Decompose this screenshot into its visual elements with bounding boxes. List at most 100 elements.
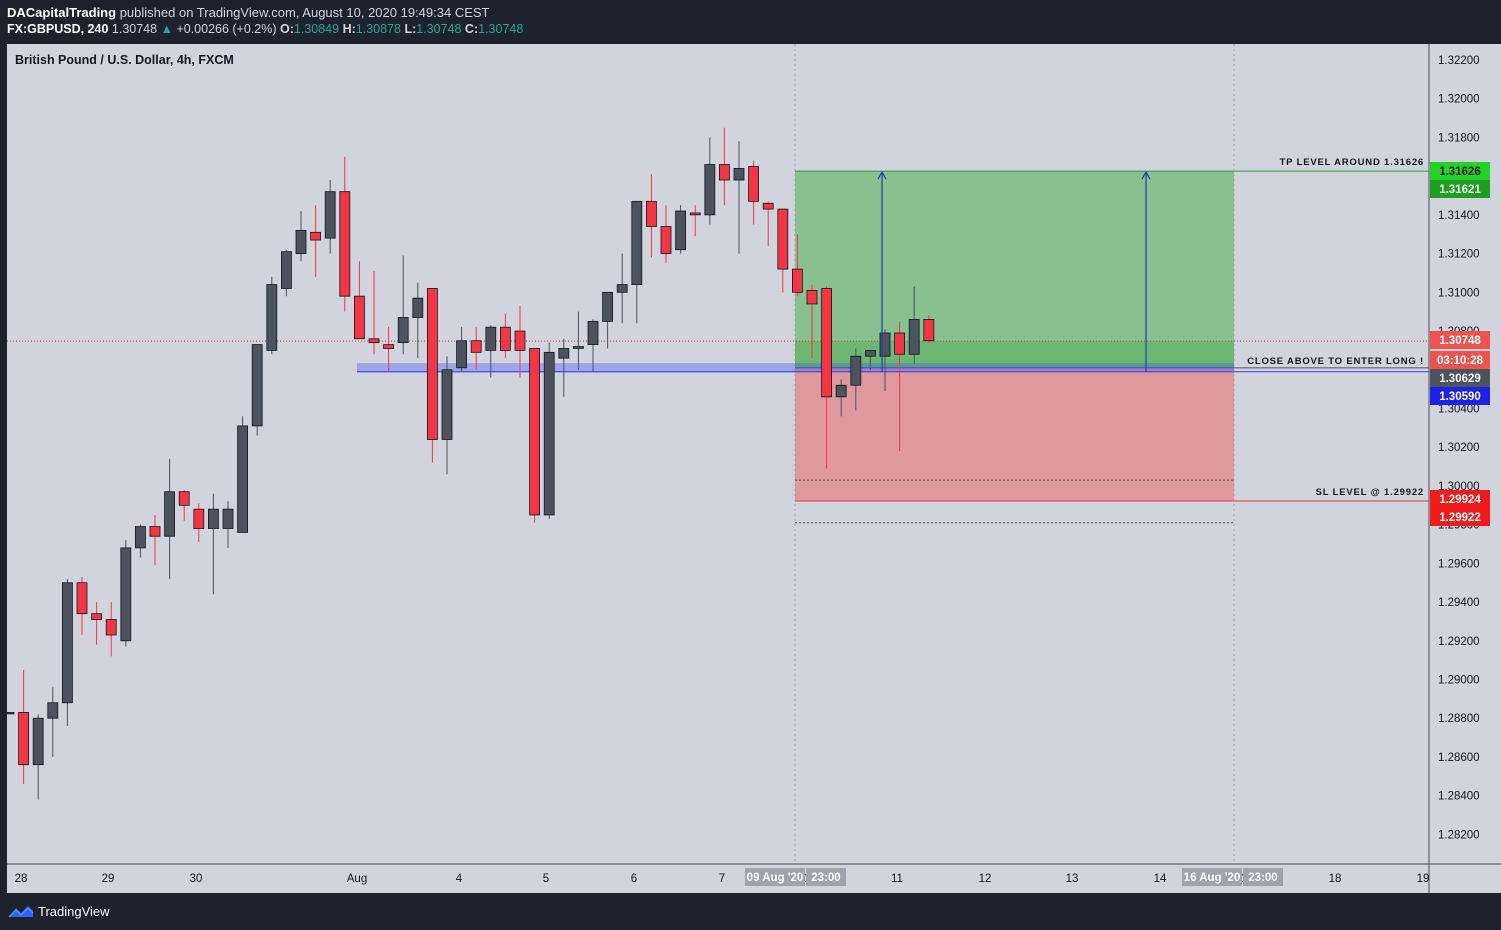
price-tick-label: 1.28200 — [1438, 829, 1480, 841]
up-arrow-icon: ▲ — [160, 22, 173, 36]
candles-layer — [3, 127, 935, 800]
candle-body — [850, 355, 862, 386]
price-label-box — [1430, 351, 1490, 369]
chart-title: British Pound / U.S. Dollar, 4h, FXCM — [15, 53, 234, 67]
candle-body — [923, 319, 935, 342]
candle-body — [193, 508, 205, 529]
candle-body — [207, 508, 219, 529]
time-tick-label: 5 — [543, 873, 549, 885]
candle-body — [412, 297, 424, 318]
time-tick-label: 30 — [190, 873, 203, 885]
candle-body — [441, 369, 453, 440]
candle-body — [806, 289, 818, 305]
candle-body — [310, 231, 322, 241]
price-label-sl: 1.29922 — [1439, 512, 1481, 524]
candle-body — [719, 164, 730, 181]
time-label: 16 Aug '20 — [1184, 872, 1241, 884]
candle-body — [587, 320, 599, 345]
close-label: C: — [464, 22, 479, 36]
close-value: 1.30748 — [478, 22, 524, 36]
candle-body — [295, 229, 307, 254]
price-tick-label: 1.30200 — [1438, 442, 1480, 454]
high-value: 1.30878 — [355, 22, 401, 36]
candle-body — [134, 526, 146, 549]
header: DACapitalTrading published on TradingVie… — [0, 0, 1501, 44]
candle-body — [3, 712, 15, 715]
candle-body — [529, 348, 540, 516]
candle-body — [353, 295, 365, 340]
high-label: H: — [342, 22, 356, 36]
candle-body — [777, 208, 789, 270]
price-tick-label: 1.31200 — [1438, 249, 1480, 261]
candle-body — [704, 164, 716, 216]
candle-body — [660, 226, 672, 255]
candle-body — [675, 210, 686, 251]
candle-body — [543, 351, 555, 516]
sl-annotation: SL LEVEL @ 1.29922 — [1316, 487, 1424, 498]
time-tick-label: Aug — [347, 873, 367, 885]
candle-body — [558, 348, 570, 359]
time-tick-label: 6 — [631, 873, 637, 885]
ohlc-line: FX:GBPUSD, 240 1.30748 ▲ +0.00266 (+0.2%… — [7, 22, 523, 36]
candle-body — [792, 268, 803, 293]
candle-body — [499, 326, 511, 351]
time-label-box — [1243, 868, 1283, 886]
candle-body — [762, 202, 774, 210]
tradingview-brand[interactable]: TradingView — [8, 903, 110, 919]
candle-body — [573, 346, 584, 349]
price-label-box — [1430, 331, 1490, 349]
price-tick-label: 1.32200 — [1438, 55, 1480, 67]
publisher-name[interactable]: DACapitalTrading — [7, 5, 117, 20]
sl-zone — [795, 367, 1234, 502]
candle-body — [164, 491, 176, 537]
time-tick-label: 29 — [102, 873, 115, 885]
price-tick-label: 1.30400 — [1438, 403, 1480, 415]
time-label-box — [1182, 868, 1242, 886]
price-tick-label: 1.29200 — [1438, 636, 1480, 648]
symbol-label[interactable]: FX:GBPUSD, 240 — [7, 22, 109, 36]
candle-body — [47, 702, 59, 719]
entry-annotation: CLOSE ABOVE TO ENTER LONG ! — [1247, 356, 1424, 367]
price-tick-label: 1.32000 — [1438, 94, 1480, 106]
time-tick-label: 11 — [891, 873, 903, 885]
price-change: +0.00266 (+0.2%) — [176, 22, 277, 36]
candle-body — [485, 326, 497, 351]
time-tick-label: 13 — [1066, 873, 1079, 885]
time-label-box — [806, 868, 846, 886]
candle-body — [514, 330, 526, 351]
candle-body — [237, 425, 249, 533]
candle-body — [76, 582, 88, 615]
price-label-last: 1.30748 — [1439, 335, 1481, 347]
candle-body — [383, 344, 395, 349]
price-axis[interactable]: 1.322001.320001.318001.316001.314001.312… — [1430, 55, 1490, 841]
entry-band — [357, 363, 1234, 373]
price-tick-label: 1.31000 — [1438, 287, 1480, 299]
time-axis[interactable]: 282930Aug4567101112131417181909 Aug '202… — [15, 868, 1430, 886]
candle-body — [908, 319, 920, 355]
price-chart[interactable]: TP LEVEL AROUND 1.31626 CLOSE ABOVE TO EN… — [0, 44, 1501, 893]
candle-body — [32, 717, 44, 766]
price-label-box — [1430, 508, 1490, 526]
overlays-layer: TP LEVEL AROUND 1.31626 CLOSE ABOVE TO EN… — [877, 157, 1424, 498]
tp-annotation: TP LEVEL AROUND 1.31626 — [1280, 157, 1424, 168]
price-tick-label: 1.30000 — [1438, 481, 1480, 493]
tradingview-logo-icon — [8, 906, 34, 918]
time-label: 23:00 — [811, 872, 840, 884]
candle-body — [178, 491, 190, 506]
price-tick-label: 1.28400 — [1438, 791, 1480, 803]
footer: TradingView — [0, 893, 1501, 930]
candle-body — [324, 191, 336, 239]
brand-name: TradingView — [38, 903, 110, 919]
price-label-box — [1430, 490, 1490, 508]
price-tick-label: 1.31800 — [1438, 132, 1480, 144]
candle-body — [835, 384, 847, 398]
price-label-sl: 1.29924 — [1439, 494, 1481, 506]
price-label-tp2: 1.31621 — [1439, 184, 1481, 196]
candle-body — [397, 317, 409, 344]
last-price: 1.30748 — [111, 22, 158, 36]
price-tick-label: 1.28600 — [1438, 752, 1480, 764]
time-tick-label: 7 — [719, 873, 725, 885]
candle-body — [18, 712, 30, 766]
price-label-box — [1430, 162, 1490, 180]
low-label: L: — [404, 22, 417, 36]
